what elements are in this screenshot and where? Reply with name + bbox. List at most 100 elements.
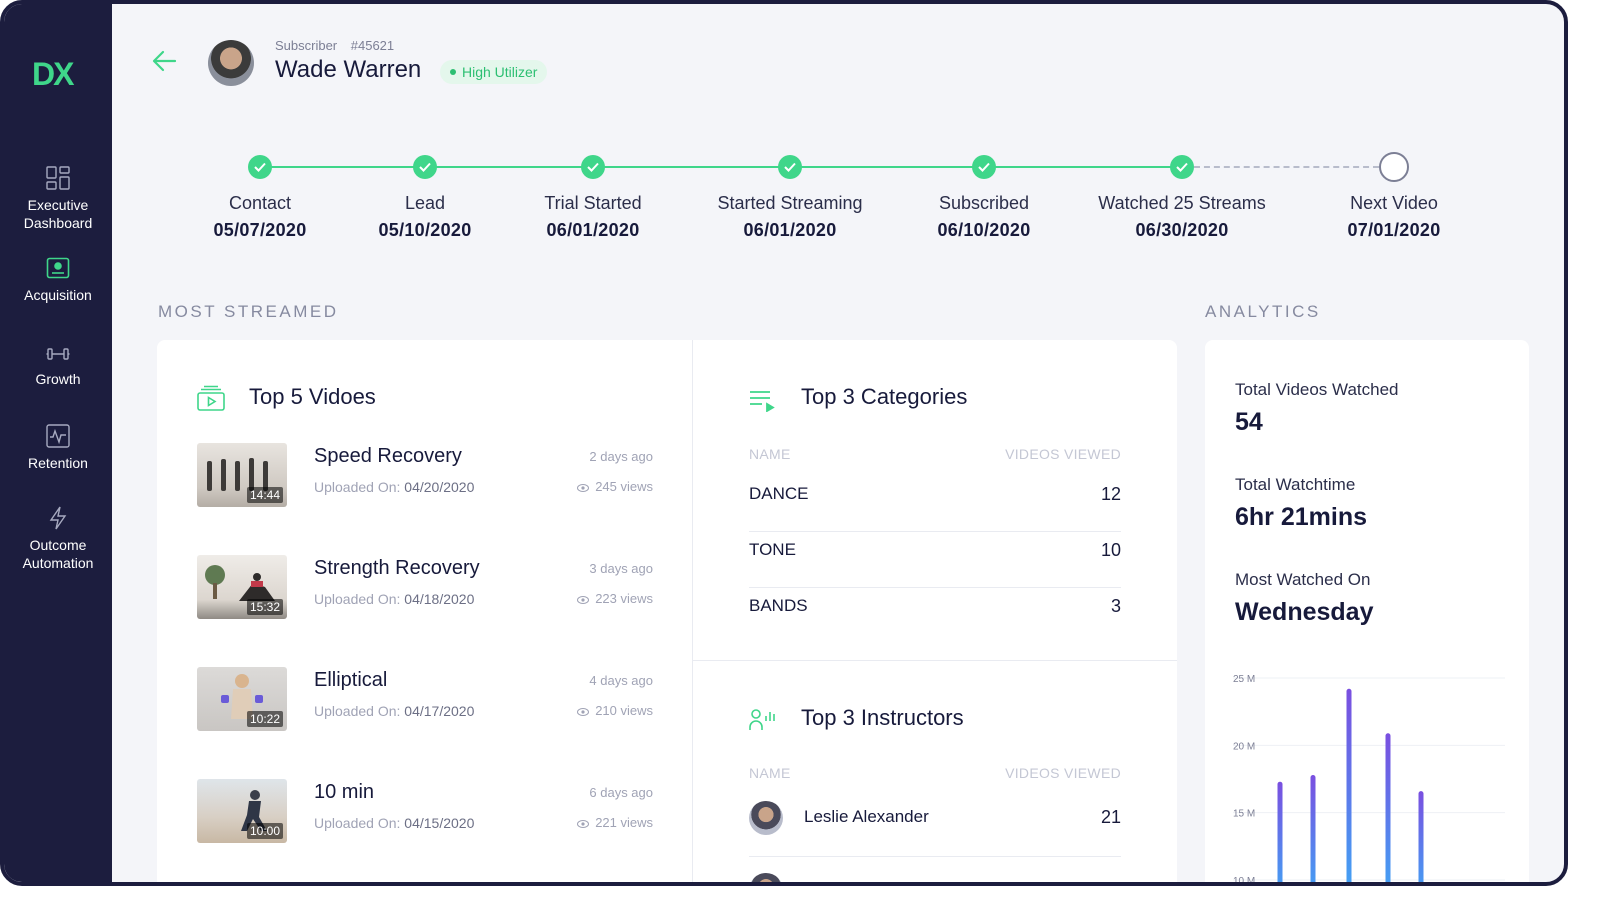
timeline-step[interactable]: Watched 25 Streams 06/30/2020 xyxy=(1082,144,1282,241)
timeline-progress-line xyxy=(260,166,1180,168)
timeline-step-date: 06/01/2020 xyxy=(546,220,640,240)
playlist-icon xyxy=(749,390,777,417)
subscriber-line: Subscriber #45621 xyxy=(275,38,404,53)
acquisition-icon xyxy=(46,257,70,279)
table-row[interactable]: TONE 10 xyxy=(749,532,1121,588)
most-streamed-card: Top 5 Vidoes 14:44 Speed Recovery Upload… xyxy=(157,340,1177,882)
divider xyxy=(693,660,1177,661)
list-item[interactable]: 14:44 Speed Recovery Uploaded On: 04/20/… xyxy=(197,443,653,507)
total-videos-label: Total Videos Watched xyxy=(1235,380,1399,399)
column-header-videos-viewed: VIDEOS VIEWED xyxy=(1005,446,1121,462)
timeline-step-label: Started Streaming xyxy=(717,193,863,213)
eye-icon xyxy=(577,596,590,604)
timeline-step[interactable]: Lead 05/10/2020 xyxy=(325,144,525,241)
video-duration: 10:22 xyxy=(246,711,283,727)
category-name: TONE xyxy=(749,540,796,559)
timeline-step[interactable]: Contact 05/07/2020 xyxy=(160,144,360,241)
most-watched-label: Most Watched On xyxy=(1235,570,1371,589)
timeline-step-label: Watched 25 Streams xyxy=(1098,193,1266,213)
timeline-step-next[interactable]: Next Video 07/01/2020 xyxy=(1294,144,1494,241)
top-categories-panel: Top 3 Categories NAME VIDEOS VIEWED DANC… xyxy=(693,340,1177,660)
analytics-bar-chart: 25 M 20 M 15 M 10 M xyxy=(1233,674,1505,886)
dashboard-icon xyxy=(46,166,70,190)
video-ago: 2 days ago xyxy=(589,449,653,464)
subscriber-label: Subscriber xyxy=(275,38,338,53)
check-icon xyxy=(413,155,437,179)
chart-bar[interactable] xyxy=(1310,774,1316,886)
check-icon xyxy=(1170,155,1194,179)
category-count: 3 xyxy=(1110,596,1121,616)
app-logo[interactable]: DX xyxy=(32,56,74,92)
lightning-icon xyxy=(49,506,67,530)
status-badge: High Utilizer xyxy=(440,60,548,84)
video-ago: 4 days ago xyxy=(589,673,653,688)
timeline-pending-line xyxy=(1194,166,1379,168)
y-tick-label: 20 M xyxy=(1233,741,1255,752)
table-row[interactable]: BANDS 3 xyxy=(749,588,1121,644)
timeline-step-date: 05/07/2020 xyxy=(213,220,307,240)
video-thumbnail[interactable]: 10:00 xyxy=(197,779,287,843)
instructors-icon xyxy=(749,707,777,736)
table-row[interactable]: Leslie Alexander 21 xyxy=(749,797,1121,857)
top-instructors-panel: Top 3 Instructors NAME VIDEOS VIEWED Les… xyxy=(693,661,1177,882)
avatar xyxy=(749,801,783,835)
table-row[interactable]: DANCE 12 xyxy=(749,476,1121,532)
timeline-step-date: 05/10/2020 xyxy=(378,220,472,240)
instructor-count: 21 xyxy=(1100,807,1121,827)
sidebar-item-executive-dashboard[interactable]: Executive Dashboard xyxy=(4,166,112,232)
timeline-step-label: Next Video xyxy=(1350,193,1438,213)
analytics-card: Total Videos Watched 54 Total Watchtime … xyxy=(1205,340,1529,886)
video-title[interactable]: Speed Recovery xyxy=(314,445,462,467)
timeline-step[interactable]: Started Streaming 06/01/2020 xyxy=(690,144,890,241)
video-thumbnail[interactable]: 14:44 xyxy=(197,443,287,507)
list-item[interactable]: 15:32 Strength Recovery Uploaded On: 04/… xyxy=(197,555,653,619)
list-item[interactable]: 10:00 10 min Uploaded On: 04/15/2020 6 d… xyxy=(197,779,653,843)
check-icon xyxy=(248,155,272,179)
app-window: DX Executive Dashboard Acquisition Growt… xyxy=(0,0,1568,886)
video-thumbnail[interactable]: 10:22 xyxy=(197,667,287,731)
most-watched-value: Wednesday xyxy=(1235,598,1374,626)
activity-icon xyxy=(46,424,70,448)
sidebar-item-label: Outcome Automation xyxy=(22,537,94,571)
section-title-analytics: ANALYTICS xyxy=(1205,302,1321,321)
subscriber-name: Wade Warren xyxy=(275,56,422,83)
video-duration: 15:32 xyxy=(246,599,283,615)
watchtime-label: Total Watchtime xyxy=(1235,475,1356,494)
chart-bar[interactable] xyxy=(1385,733,1391,886)
sidebar-item-growth[interactable]: Growth xyxy=(4,344,112,388)
divider xyxy=(692,340,693,882)
timeline-step-date: 06/30/2020 xyxy=(1135,220,1229,240)
category-name: DANCE xyxy=(749,484,809,503)
video-title[interactable]: Strength Recovery xyxy=(314,557,480,579)
video-title[interactable]: Elliptical xyxy=(314,669,388,691)
timeline-step-date: 06/01/2020 xyxy=(743,220,837,240)
video-ago: 3 days ago xyxy=(589,561,653,576)
video-views: 223 views xyxy=(577,591,653,606)
sidebar-item-label: Growth xyxy=(35,371,81,387)
timeline-step[interactable]: Subscribed 06/10/2020 xyxy=(884,144,1084,241)
chart-bar[interactable] xyxy=(1277,781,1283,886)
check-icon xyxy=(778,155,802,179)
top-videos-title: Top 5 Vidoes xyxy=(249,384,376,409)
video-thumbnail[interactable]: 15:32 xyxy=(197,555,287,619)
sidebar: DX Executive Dashboard Acquisition Growt… xyxy=(4,4,112,882)
chart-bar[interactable] xyxy=(1346,688,1352,886)
sidebar-item-acquisition[interactable]: Acquisition xyxy=(4,256,112,304)
video-views: 245 views xyxy=(577,479,653,494)
eye-icon xyxy=(577,484,590,492)
y-tick-label: 25 M xyxy=(1233,674,1255,685)
list-item[interactable]: 10:22 Elliptical Uploaded On: 04/17/2020… xyxy=(197,667,653,731)
sidebar-item-retention[interactable]: Retention xyxy=(4,424,112,472)
main-content: Subscriber #45621 Wade Warren High Utili… xyxy=(112,4,1564,882)
back-button[interactable] xyxy=(152,48,178,79)
dumbbell-icon xyxy=(46,348,70,360)
sidebar-item-outcome-automation[interactable]: Outcome Automation xyxy=(4,506,112,572)
timeline-step[interactable]: Trial Started 06/01/2020 xyxy=(493,144,693,241)
video-title[interactable]: 10 min xyxy=(314,781,375,803)
instructor-name: Leslie Alexander xyxy=(804,807,929,826)
video-uploaded: Uploaded On: 04/18/2020 xyxy=(314,591,475,607)
chart-bar[interactable] xyxy=(1418,791,1424,886)
timeline-step-label: Lead xyxy=(404,193,446,213)
video-uploaded: Uploaded On: 04/20/2020 xyxy=(314,479,475,495)
timeline-step-label: Contact xyxy=(228,193,292,213)
